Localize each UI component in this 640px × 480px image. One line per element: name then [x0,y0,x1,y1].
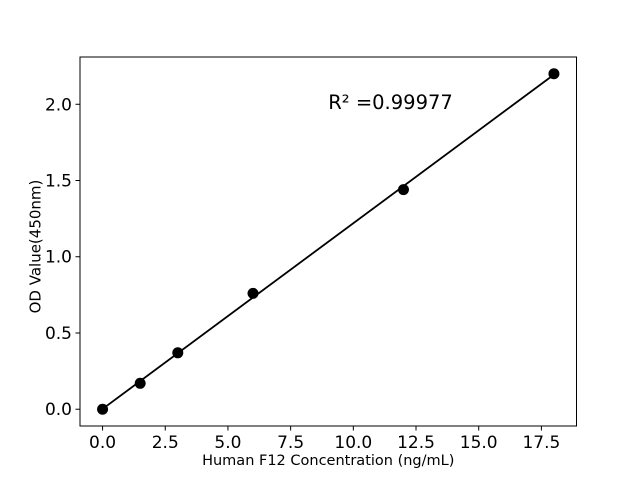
y-tick-label: 0.0 [45,400,72,420]
x-tick-label: 2.5 [152,433,179,453]
y-axis-label: OD Value(450nm) [27,180,45,314]
data-point [134,377,146,389]
x-tick-label: 17.5 [522,433,560,453]
x-tick-label: 10.0 [334,433,372,453]
data-point [97,403,109,415]
x-tick-label: 7.5 [277,433,304,453]
x-tick-label: 12.5 [397,433,435,453]
y-tick-label: 1.0 [45,248,72,268]
y-tick-label: 1.5 [45,172,72,192]
x-tick-label: 15.0 [460,433,498,453]
y-tick-label: 0.5 [45,324,72,344]
r-squared-annotation: R² =0.99977 [328,91,453,114]
data-point [548,68,560,80]
data-point [247,287,259,299]
x-tick-label: 5.0 [214,433,241,453]
data-point [397,184,409,196]
x-axis-label: Human F12 Concentration (ng/mL) [202,453,454,469]
x-tick-label: 0.0 [89,433,116,453]
data-point [172,347,184,359]
plot-border [79,56,577,427]
y-tick-label: 2.0 [45,95,72,115]
